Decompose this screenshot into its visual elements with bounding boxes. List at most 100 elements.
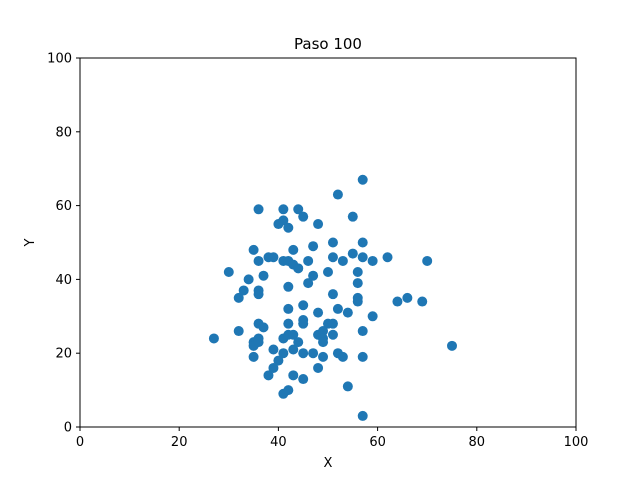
- scatter-point: [337, 255, 348, 266]
- scatter-point: [357, 252, 368, 263]
- scatter-point: [248, 244, 259, 255]
- scatter-point: [402, 292, 413, 303]
- y-tick-label: 80: [55, 125, 72, 140]
- scatter-point: [253, 289, 264, 300]
- scatter-point: [283, 318, 294, 329]
- scatter-point: [288, 370, 299, 381]
- scatter-point: [327, 289, 338, 300]
- scatter-point: [357, 326, 368, 337]
- scatter-point: [268, 344, 279, 355]
- scatter-point: [313, 219, 324, 230]
- x-tick-label: 60: [369, 435, 386, 450]
- scatter-point: [208, 333, 219, 344]
- scatter-point: [313, 362, 324, 373]
- scatter-point: [327, 318, 338, 329]
- scatter-point: [258, 270, 269, 281]
- scatter-point: [278, 215, 289, 226]
- scatter-point: [283, 385, 294, 396]
- scatter-point: [308, 270, 319, 281]
- scatter-point: [352, 267, 363, 278]
- scatter-point: [253, 337, 264, 348]
- scatter-point: [352, 296, 363, 307]
- scatter-point: [357, 351, 368, 362]
- scatter-point: [313, 307, 324, 318]
- scatter-point: [357, 410, 368, 421]
- scatter-point: [258, 322, 269, 333]
- scatter-point: [238, 285, 249, 296]
- scatter-point: [293, 337, 304, 348]
- scatter-point: [248, 351, 259, 362]
- scatter-point: [323, 267, 333, 278]
- x-tick-label: 0: [76, 435, 84, 450]
- scatter-point: [327, 329, 338, 340]
- scatter-point: [268, 362, 279, 373]
- scatter-point: [447, 340, 457, 351]
- x-tick-label: 80: [469, 435, 486, 450]
- scatter-point: [283, 222, 294, 233]
- scatter-point: [308, 241, 319, 252]
- scatter-point: [357, 237, 368, 248]
- scatter-point: [332, 189, 343, 200]
- x-axis-label: X: [324, 456, 333, 471]
- y-axis-label: Y: [23, 238, 38, 247]
- y-tick-label: 40: [55, 273, 72, 288]
- scatter-point: [298, 318, 309, 329]
- chart-title: Paso 100: [294, 35, 362, 53]
- scatter-point: [303, 278, 314, 289]
- scatter-point: [318, 351, 329, 362]
- scatter-point: [298, 211, 309, 222]
- scatter-point: [422, 255, 433, 266]
- scatter-point: [417, 296, 428, 307]
- x-tick-label: 100: [564, 435, 589, 450]
- scatter-point: [352, 278, 363, 289]
- scatter-point: [318, 337, 329, 348]
- scatter-point: [332, 303, 343, 314]
- scatter-point: [293, 263, 304, 274]
- data-points: [208, 174, 457, 421]
- scatter-point: [298, 300, 309, 311]
- scatter-point: [253, 255, 264, 266]
- x-tick-label: 40: [270, 435, 287, 450]
- scatter-point: [278, 348, 289, 359]
- scatter-point: [288, 244, 299, 255]
- y-tick-label: 100: [47, 52, 72, 67]
- scatter-point: [382, 252, 393, 263]
- y-tick-label: 0: [64, 421, 72, 436]
- plot-frame: [79, 57, 577, 428]
- scatter-point: [233, 326, 244, 337]
- scatter-point: [347, 211, 358, 222]
- y-tick-label: 60: [55, 199, 72, 214]
- scatter-point: [273, 355, 284, 366]
- scatter-point: [298, 348, 309, 359]
- scatter-point: [283, 281, 294, 292]
- scatter-point: [243, 274, 254, 285]
- y-tick-label: 20: [55, 347, 72, 362]
- scatter-point: [318, 326, 329, 337]
- scatter-point: [288, 344, 299, 355]
- scatter-point: [392, 296, 403, 307]
- scatter-point: [327, 237, 338, 248]
- scatter-point: [233, 292, 244, 303]
- axis-ticks: 0 20 40 60 80 100 0 20 40 60 80 100: [47, 52, 588, 451]
- scatter-point: [268, 252, 279, 263]
- scatter-point: [288, 329, 299, 340]
- scatter-point: [367, 255, 378, 266]
- scatter-point: [347, 248, 358, 259]
- x-tick-label: 20: [171, 435, 188, 450]
- scatter-point: [308, 348, 319, 359]
- scatter-point: [342, 381, 353, 392]
- scatter-point: [283, 303, 294, 314]
- scatter-point: [293, 204, 304, 215]
- scatter-point: [342, 307, 353, 318]
- scatter-point: [337, 351, 348, 362]
- scatter-point: [327, 252, 338, 263]
- scatter-point: [298, 374, 309, 385]
- scatter-point: [357, 174, 368, 185]
- scatter-point: [263, 370, 274, 381]
- scatter-point: [367, 311, 378, 322]
- scatter-point: [278, 204, 289, 215]
- scatter-point: [223, 267, 234, 278]
